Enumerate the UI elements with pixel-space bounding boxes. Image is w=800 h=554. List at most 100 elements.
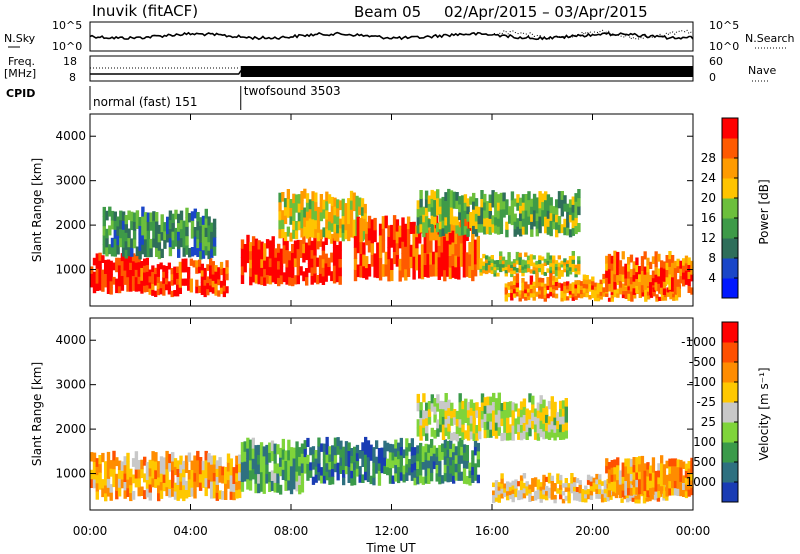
data-cell — [522, 473, 527, 479]
data-cell — [444, 192, 448, 201]
data-cell — [101, 479, 105, 489]
data-cell — [325, 228, 329, 238]
data-cell — [472, 192, 476, 202]
data-cell — [491, 198, 495, 208]
velocity-colorbar-label: Velocity [m s⁻¹] — [757, 367, 771, 460]
data-cell — [281, 219, 285, 229]
data-cell — [595, 478, 599, 485]
data-cell — [350, 455, 354, 464]
data-cell — [512, 292, 517, 298]
data-cell — [676, 459, 680, 468]
data-cell — [585, 279, 589, 285]
data-cell — [196, 459, 200, 470]
data-cell — [571, 255, 575, 260]
data-cell — [190, 487, 194, 497]
data-cell — [674, 292, 679, 297]
data-cell — [332, 274, 337, 284]
data-cell — [499, 259, 503, 265]
data-cell — [130, 220, 134, 231]
data-cell — [173, 466, 178, 476]
data-cell — [473, 471, 478, 481]
data-cell — [545, 422, 549, 431]
data-cell — [506, 432, 510, 441]
data-cell — [651, 464, 656, 473]
data-cell — [515, 259, 520, 265]
data-cell — [665, 276, 669, 285]
data-cell — [271, 245, 275, 255]
data-cell — [651, 494, 655, 500]
data-cell — [198, 457, 203, 466]
data-cell — [584, 485, 588, 491]
data-cell — [364, 471, 368, 481]
data-cell — [209, 278, 213, 286]
data-cell — [499, 200, 504, 210]
data-cell — [366, 465, 371, 474]
data-cell — [627, 289, 631, 294]
data-cell — [433, 406, 437, 415]
data-cell — [588, 287, 592, 292]
data-cell — [539, 498, 543, 503]
data-cell — [131, 458, 136, 467]
data-cell — [143, 220, 148, 231]
data-cell — [505, 229, 509, 238]
data-cell — [621, 274, 625, 283]
data-cell — [218, 465, 222, 475]
data-cell — [248, 449, 253, 461]
data-cell — [156, 282, 160, 290]
cpid-segment-twofsound: twofsound 3503 — [244, 84, 341, 98]
data-cell — [319, 211, 323, 222]
data-cell — [554, 269, 559, 274]
data-cell — [383, 465, 387, 474]
data-cell — [533, 431, 538, 440]
nsky-tick-top: 10^5 — [52, 19, 82, 32]
data-cell — [319, 202, 323, 213]
data-cell — [521, 210, 526, 219]
data-cell — [540, 286, 545, 291]
data-cell — [560, 207, 564, 217]
data-cell — [350, 477, 354, 486]
data-cell — [452, 216, 456, 226]
data-cell — [544, 216, 548, 225]
data-cell — [452, 475, 456, 484]
data-cell — [654, 266, 658, 275]
data-cell — [612, 491, 616, 497]
data-cell — [552, 262, 556, 267]
data-cell — [506, 409, 510, 418]
data-cell — [381, 228, 386, 241]
data-cell — [627, 473, 631, 481]
data-cell — [539, 486, 543, 491]
data-cell — [341, 198, 345, 208]
data-cell — [589, 494, 594, 500]
data-cell — [112, 459, 116, 470]
data-cell — [201, 249, 206, 259]
data-cell — [419, 198, 423, 208]
data-cell — [155, 238, 159, 249]
data-cell — [415, 247, 419, 260]
data-cell — [560, 191, 564, 200]
data-cell — [640, 277, 645, 286]
data-cell — [496, 210, 501, 219]
data-cell — [321, 275, 326, 285]
data-cell — [210, 231, 214, 241]
data-cell — [162, 289, 166, 296]
data-cell — [510, 191, 515, 201]
data-cell — [375, 456, 379, 466]
data-cell — [532, 266, 536, 271]
data-cell — [633, 293, 637, 299]
data-cell — [472, 425, 476, 434]
data-cell — [577, 266, 581, 272]
data-cell — [341, 232, 345, 242]
data-cell — [684, 470, 689, 478]
data-cell — [141, 244, 145, 255]
data-cell — [682, 461, 686, 469]
data-cell — [198, 266, 202, 274]
data-cell — [668, 458, 672, 467]
data-cell — [410, 438, 414, 448]
data-cell — [530, 213, 534, 222]
data-cell — [474, 220, 479, 230]
data-cell — [500, 488, 504, 494]
data-cell — [596, 293, 601, 298]
data-cell — [494, 422, 499, 431]
data-cell — [515, 273, 520, 279]
data-cell — [600, 493, 605, 499]
